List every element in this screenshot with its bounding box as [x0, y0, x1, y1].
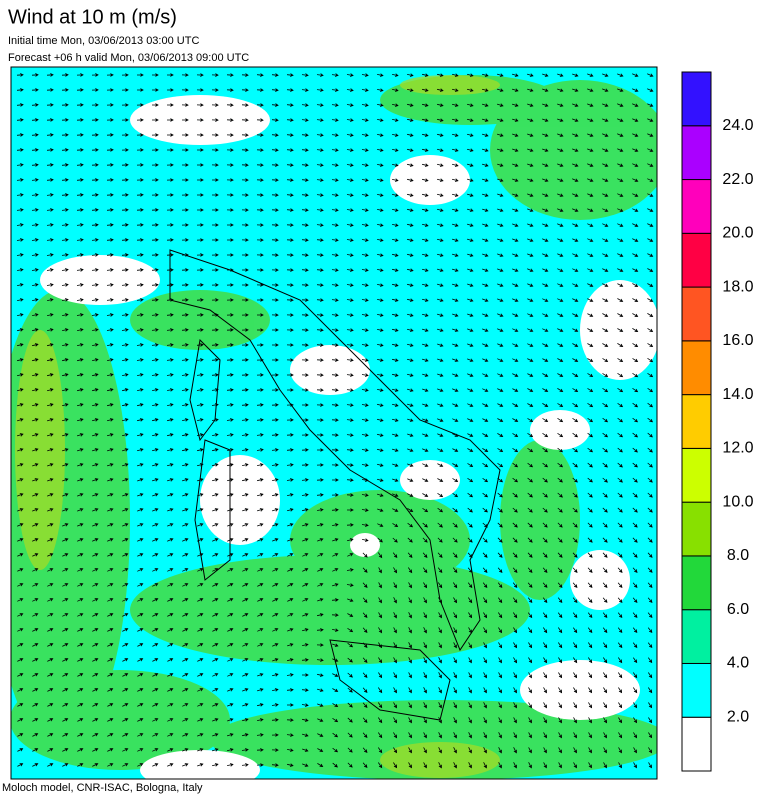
colorbar-label: 12.0 — [722, 440, 753, 457]
colorbar-segment — [681, 125, 712, 181]
colorbar-segment — [681, 232, 712, 288]
coastline — [169, 249, 501, 652]
map — [11, 67, 657, 779]
colorbar: 2.0 4.0 6.0 8.0 10.0 12.0 14.0 16.0 18.0 20.0 22.0… — [681, 71, 754, 772]
colorbar-label: 24.0 — [722, 117, 753, 134]
colorbar-segment — [681, 662, 712, 718]
colorbar-label: 8.0 — [727, 547, 749, 564]
colorbar-label: 20.0 — [722, 225, 753, 242]
colorbar-segment — [681, 394, 712, 449]
initial-time: Initial time Mon, 03/06/2013 03:00 UTC — [8, 35, 199, 47]
colorbar-segment — [681, 179, 712, 234]
wind-arrows — [16, 73, 654, 769]
colorbar-segment — [681, 716, 712, 772]
colorbar-label: 22.0 — [722, 171, 753, 188]
colorbar-label: 6.0 — [727, 601, 749, 618]
colorbar-segment — [681, 340, 712, 396]
colorbar-segment — [681, 501, 712, 557]
colorbar-label: 10.0 — [722, 493, 753, 510]
title: Wind at 10 m (m/s) — [8, 6, 177, 28]
colorbar-label: 16.0 — [722, 332, 753, 349]
map-frame — [10, 66, 658, 780]
colorbar-segment — [681, 286, 712, 342]
colorbar-label: 14.0 — [722, 386, 753, 403]
colorbar-label: 4.0 — [727, 655, 749, 672]
colorbar-label: 18.0 — [722, 278, 753, 295]
colorbar-segment — [681, 555, 712, 611]
colorbar-segment — [681, 609, 712, 664]
colorbar-segment — [681, 447, 712, 503]
colorbar-label: 2.0 — [727, 708, 749, 725]
footer: Moloch model, CNR-ISAC, Bologna, Italy — [2, 782, 203, 794]
forecast-time: Forecast +06 h valid Mon, 03/06/2013 09:… — [8, 52, 249, 64]
colorbar-segment — [681, 71, 712, 127]
